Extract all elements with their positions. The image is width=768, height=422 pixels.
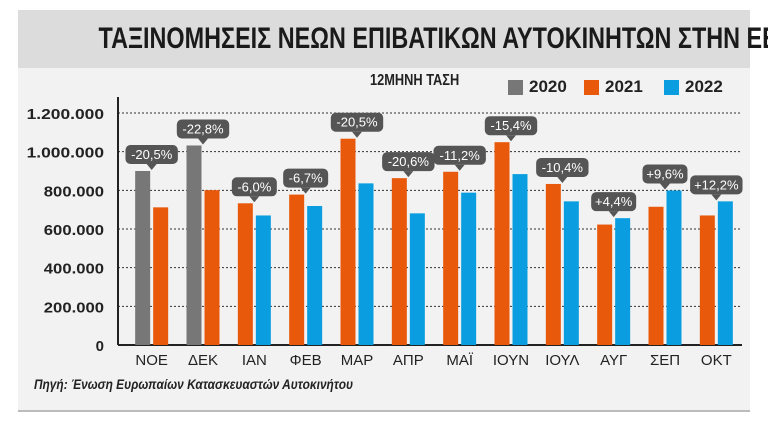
callout-label: -20,6% — [388, 154, 430, 169]
legend-2022: 2022 — [664, 77, 723, 97]
callout-box — [231, 177, 277, 197]
bar-2021 — [391, 178, 407, 345]
legend-label: 2022 — [685, 77, 723, 96]
callout-label: +12,2% — [694, 177, 739, 192]
x-tick-label: ΣΕΠ — [650, 352, 680, 369]
callout-box — [484, 116, 538, 136]
callout-pointer — [711, 194, 722, 201]
x-tick-label: ΦΕΒ — [290, 352, 322, 369]
callout-pointer — [403, 171, 414, 178]
bar-2021 — [494, 142, 510, 345]
bar-2022 — [666, 190, 682, 345]
callout-pointer — [454, 164, 465, 171]
x-tick-label: ΜΑΪ — [446, 352, 474, 369]
bar-2022 — [717, 201, 733, 345]
callout-pointer — [506, 135, 516, 142]
y-tick-label: 800.000 — [44, 183, 104, 200]
callout-label: -6,7% — [289, 171, 323, 186]
chart-subtitle: 12ΜΗΝΗ ΤΑΣΗ — [370, 72, 460, 89]
callout-box — [283, 168, 329, 188]
bar-2022 — [461, 192, 477, 345]
callout-label: +4,4% — [595, 194, 633, 209]
x-tick-label: ΟΚΤ — [701, 352, 732, 369]
x-tick-label: ΝΟΕ — [135, 352, 168, 369]
callout-box — [591, 192, 637, 212]
bar-2021 — [289, 194, 305, 345]
x-tick-label: ΙΟΥΛ — [545, 352, 579, 369]
bar-2022 — [307, 205, 323, 345]
bar-2022 — [255, 215, 271, 345]
x-tick-label: ΑΠΡ — [393, 352, 424, 369]
x-tick-label: ΙΟΥΝ — [493, 352, 529, 369]
callout-pointer — [352, 131, 362, 138]
x-tick-label: ΜΑΡ — [341, 352, 374, 369]
callout-pointer — [557, 176, 568, 183]
callout-pointer — [660, 183, 670, 190]
bar-2020 — [135, 171, 151, 345]
bar-2022 — [358, 183, 374, 345]
bar-2021 — [699, 215, 715, 345]
chart-title: ΤΑΞΙΝΟΜΗΣΕΙΣ ΝΕΩΝ ΕΠΙΒΑΤΙΚΩΝ ΑΥΤΟΚΙΝΗΤΩΝ… — [98, 22, 768, 55]
bar-2022 — [512, 174, 528, 345]
bar-2021 — [237, 203, 253, 345]
callout-label: -15,4% — [490, 118, 532, 133]
callout-label: -22,8% — [182, 121, 224, 136]
y-tick-label: 1.000.000 — [27, 145, 104, 162]
callout-label: +9,6% — [646, 167, 684, 182]
y-tick-label: 0 — [96, 338, 104, 355]
callout-pointer — [249, 196, 260, 203]
x-tick-label: ΙΑΝ — [242, 352, 267, 369]
bar-2022 — [563, 201, 579, 345]
legend-label: 2020 — [529, 77, 567, 96]
bar-2021 — [204, 190, 220, 345]
callout-label: -10,4% — [542, 160, 584, 175]
callout-box — [176, 119, 230, 139]
bar-2021 — [648, 206, 664, 345]
x-tick-label: ΑΥΓ — [600, 352, 627, 369]
callout-box — [690, 175, 743, 195]
bar-2022 — [615, 218, 631, 345]
source-note: Πηγή: Ένωση Ευρωπαίων Κατασκευαστών Αυτο… — [34, 376, 354, 392]
callout-box — [642, 164, 688, 184]
callout-label: -6,0% — [237, 179, 271, 194]
callout-box — [330, 112, 384, 132]
x-tick-label: ΔΕΚ — [188, 352, 218, 369]
divider — [18, 410, 750, 412]
bar-2021 — [545, 183, 561, 345]
callout-pointer — [146, 164, 157, 170]
legend-2021: 2021 — [584, 77, 643, 97]
callout-box — [125, 145, 178, 164]
callout-box — [536, 157, 589, 177]
callout-label: -20,5% — [131, 147, 173, 162]
y-tick-label: 400.000 — [44, 261, 104, 278]
bar-2021 — [340, 138, 356, 345]
callout-pointer — [608, 211, 619, 218]
bar-2022 — [409, 213, 425, 345]
callout-label: -20,5% — [336, 115, 378, 130]
legend-2020: 2020 — [508, 77, 567, 97]
callout-pointer — [300, 187, 311, 194]
y-tick-label: 200.000 — [44, 299, 104, 316]
callout-pointer — [198, 138, 208, 145]
callout-box — [433, 145, 486, 165]
y-tick-label: 600.000 — [44, 222, 104, 239]
legend-label: 2021 — [605, 77, 643, 96]
bar-2021 — [153, 207, 169, 345]
y-tick-label: 1.200.000 — [27, 106, 104, 123]
callout-box — [382, 152, 435, 172]
title-bar: ΤΑΞΙΝΟΜΗΣΕΙΣ ΝΕΩΝ ΕΠΙΒΑΤΙΚΩΝ ΑΥΤΟΚΙΝΗΤΩΝ… — [18, 10, 768, 68]
bar-2021 — [443, 171, 459, 345]
callout-label: -11,2% — [440, 148, 481, 163]
bar-2020 — [186, 145, 202, 345]
bar-2021 — [597, 224, 613, 345]
